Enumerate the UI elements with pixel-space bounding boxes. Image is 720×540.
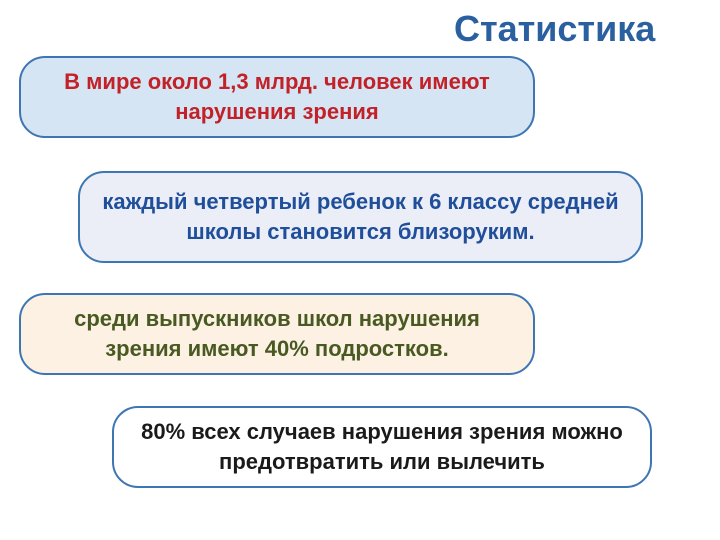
- stat-box-1: В мире около 1,3 млрд. человек имеют нар…: [19, 56, 535, 138]
- stat-text-1: В мире около 1,3 млрд. человек имеют нар…: [41, 67, 513, 126]
- stat-box-4: 80% всех случаев нарушения зрения можно …: [112, 406, 652, 488]
- stat-box-3: среди выпускников школ нарушения зрения …: [19, 293, 535, 375]
- stat-box-2: каждый четвертый ребенок к 6 классу сред…: [78, 171, 643, 263]
- stat-text-4: 80% всех случаев нарушения зрения можно …: [134, 417, 630, 476]
- stat-text-3: среди выпускников школ нарушения зрения …: [41, 304, 513, 363]
- stat-text-2: каждый четвертый ребенок к 6 классу сред…: [100, 187, 621, 246]
- page-title: Статистика: [454, 8, 655, 50]
